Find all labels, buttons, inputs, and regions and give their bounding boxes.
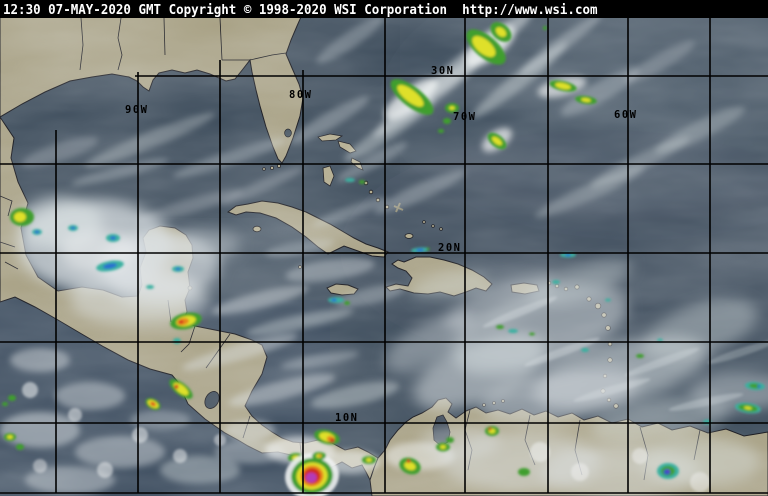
grid-label-80w: 80W — [289, 89, 312, 101]
grid-label-90w: 90W — [125, 104, 148, 116]
storm-cell-panama — [285, 452, 339, 496]
grid-label-70w: 70W — [453, 111, 476, 123]
grid-lines — [0, 18, 768, 494]
grid-label-10n: 10N — [335, 412, 358, 424]
grid-label-30n: 30N — [431, 65, 454, 77]
grid-label-20n: 20N — [438, 242, 461, 254]
banner-text: 12:30 07-MAY-2020 GMT Copyright © 1998-2… — [3, 1, 598, 17]
grid-labels: 30N 20N 10N 90W 80W 70W 60W — [125, 65, 637, 424]
grid-label-60w: 60W — [614, 109, 637, 121]
banner: 12:30 07-MAY-2020 GMT Copyright © 1998-2… — [0, 0, 768, 18]
storm-cells-layer — [2, 22, 765, 496]
